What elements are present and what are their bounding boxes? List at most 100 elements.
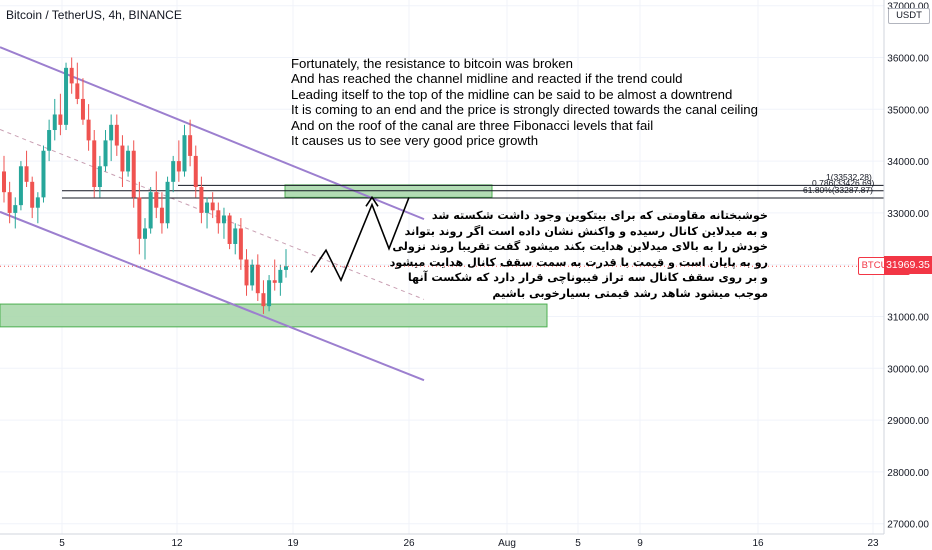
fib-label-1: 1(33532.28) xyxy=(826,172,872,182)
candle-body xyxy=(58,114,63,125)
annotation-line: It causes us to see very good price grow… xyxy=(291,133,539,149)
time-tick-label: 16 xyxy=(752,538,764,549)
time-tick-label: 26 xyxy=(403,538,415,549)
price-axis[interactable]: 27000.00 28000.00 29000.00 30000.00 31000.00… xyxy=(883,0,932,550)
candle-body xyxy=(120,145,125,172)
price-axis-bg xyxy=(884,0,932,550)
candle-body xyxy=(41,150,46,198)
candle-body xyxy=(221,215,226,224)
candle-body xyxy=(165,181,170,224)
annotation-line: And has reached the channel midline and … xyxy=(291,71,683,87)
candle-body xyxy=(284,266,288,270)
candle-body xyxy=(103,140,108,167)
candle-body xyxy=(109,124,114,141)
candle-body xyxy=(7,192,12,213)
price-tick-label: 35000.00 xyxy=(887,105,929,116)
time-tick-label: 23 xyxy=(867,538,879,549)
candle-body xyxy=(244,259,249,286)
last-price-tag: 31969.35 xyxy=(884,256,932,274)
candle-body xyxy=(30,181,35,208)
projection-arrowhead xyxy=(365,195,379,207)
fib-label-0618: 61.80%(33287.87) xyxy=(803,185,873,195)
price-tick-label: 28000.00 xyxy=(887,468,929,479)
price-tick-label: 36000.00 xyxy=(887,54,929,65)
time-tick-label: 5 xyxy=(59,538,65,549)
candle-body xyxy=(131,150,136,198)
annotation-line: خودش را به بالای میدلاین هدایت بکند میشو… xyxy=(392,240,768,254)
candle-body xyxy=(13,205,18,213)
candle-body xyxy=(126,150,131,172)
candle-body xyxy=(205,202,210,213)
candle-body xyxy=(199,187,204,213)
candle-body xyxy=(255,264,260,294)
fib-label-0786: 0.786(33426.69) xyxy=(812,178,875,188)
price-tick-label: 34000.00 xyxy=(887,157,929,168)
candle-body xyxy=(272,280,277,283)
annotation-line: خوشبختانه مقاومتی که برای بیتکوین وجود د… xyxy=(431,209,768,222)
price-tick-label: 31000.00 xyxy=(887,313,929,324)
candle-body xyxy=(182,135,187,172)
projection-path xyxy=(310,195,410,283)
annotation-line: It is coming to an end and the price is … xyxy=(291,102,758,118)
candle-body xyxy=(148,192,153,229)
candle-body xyxy=(64,67,69,125)
candle-body xyxy=(35,197,40,208)
candle-body xyxy=(97,166,102,187)
price-tick-label: 30000.00 xyxy=(887,364,929,375)
candle-body xyxy=(143,228,147,239)
candle-body xyxy=(2,171,6,193)
candle-body xyxy=(137,197,142,239)
candlesticks xyxy=(0,57,884,314)
channel-lower-line xyxy=(0,210,425,382)
time-axis[interactable]: 5 12 19 26 Aug 5 9 16 23 xyxy=(0,533,932,550)
annotation-line: Fortunately, the resistance to bitcoin w… xyxy=(291,56,573,71)
candle-body xyxy=(52,114,57,131)
candle-body xyxy=(233,228,238,244)
english-annotation: Fortunately, the resistance to bitcoin w… xyxy=(291,56,758,148)
fibonacci-levels xyxy=(62,184,884,199)
candle-body xyxy=(176,161,181,172)
candle-body xyxy=(69,67,74,84)
candle-body xyxy=(92,140,97,187)
price-tick-label: 29000.00 xyxy=(887,416,929,427)
annotation-line: رو به پایان است و قیمت با قدرت به سمت سق… xyxy=(389,255,768,269)
candle-body xyxy=(227,215,232,244)
candle-body xyxy=(250,264,255,286)
price-tick-label: 27000.00 xyxy=(887,520,929,531)
candle-body xyxy=(267,280,272,307)
annotation-line: And on the roof of the canal are three F… xyxy=(291,117,654,133)
annotation-line: و بر روی سقف کانال سه تراز فیبوناچی قرار… xyxy=(407,271,768,285)
candle-body xyxy=(159,207,164,224)
annotation-line: موجب میشود شاهد رشد قیمتی بسیارخوبی باشی… xyxy=(492,286,768,300)
price-zone xyxy=(0,303,548,328)
time-axis-bg xyxy=(0,534,932,550)
candle-body xyxy=(86,119,91,141)
candle-body xyxy=(278,269,283,283)
channel-midline xyxy=(0,129,425,300)
candle-body xyxy=(114,124,119,146)
candle-body xyxy=(171,161,176,182)
candle-body xyxy=(210,202,215,211)
annotation-line: و به میدلاین کانال رسیده و واکنش نشان دا… xyxy=(404,224,768,238)
annotation-line: Leading itself to the top of the midline… xyxy=(291,86,733,102)
currency-unit-button[interactable]: USDT xyxy=(888,8,930,24)
candle-body xyxy=(238,228,243,260)
time-tick-label: 12 xyxy=(171,538,183,549)
chart-title: Bitcoin / TetherUS, 4h, BINANCE xyxy=(6,8,182,22)
projection-zigzag xyxy=(310,197,410,283)
time-tick-label: 5 xyxy=(575,538,581,549)
candle-body xyxy=(18,166,23,206)
price-tick-label: 37000.00 xyxy=(887,2,929,13)
candle-body xyxy=(47,130,52,151)
time-tick-label: 19 xyxy=(287,538,299,549)
time-tick-label: Aug xyxy=(498,538,516,549)
candle-body xyxy=(216,210,221,224)
candle-body xyxy=(24,166,29,182)
time-tick-label: 9 xyxy=(637,538,643,549)
candle-body xyxy=(188,135,193,156)
persian-annotation: خوشبختانه مقاومتی که برای بیتکوین وجود د… xyxy=(389,208,768,302)
price-tick-label: 33000.00 xyxy=(887,209,929,220)
candle-body xyxy=(80,98,85,120)
candle-body xyxy=(193,155,198,187)
